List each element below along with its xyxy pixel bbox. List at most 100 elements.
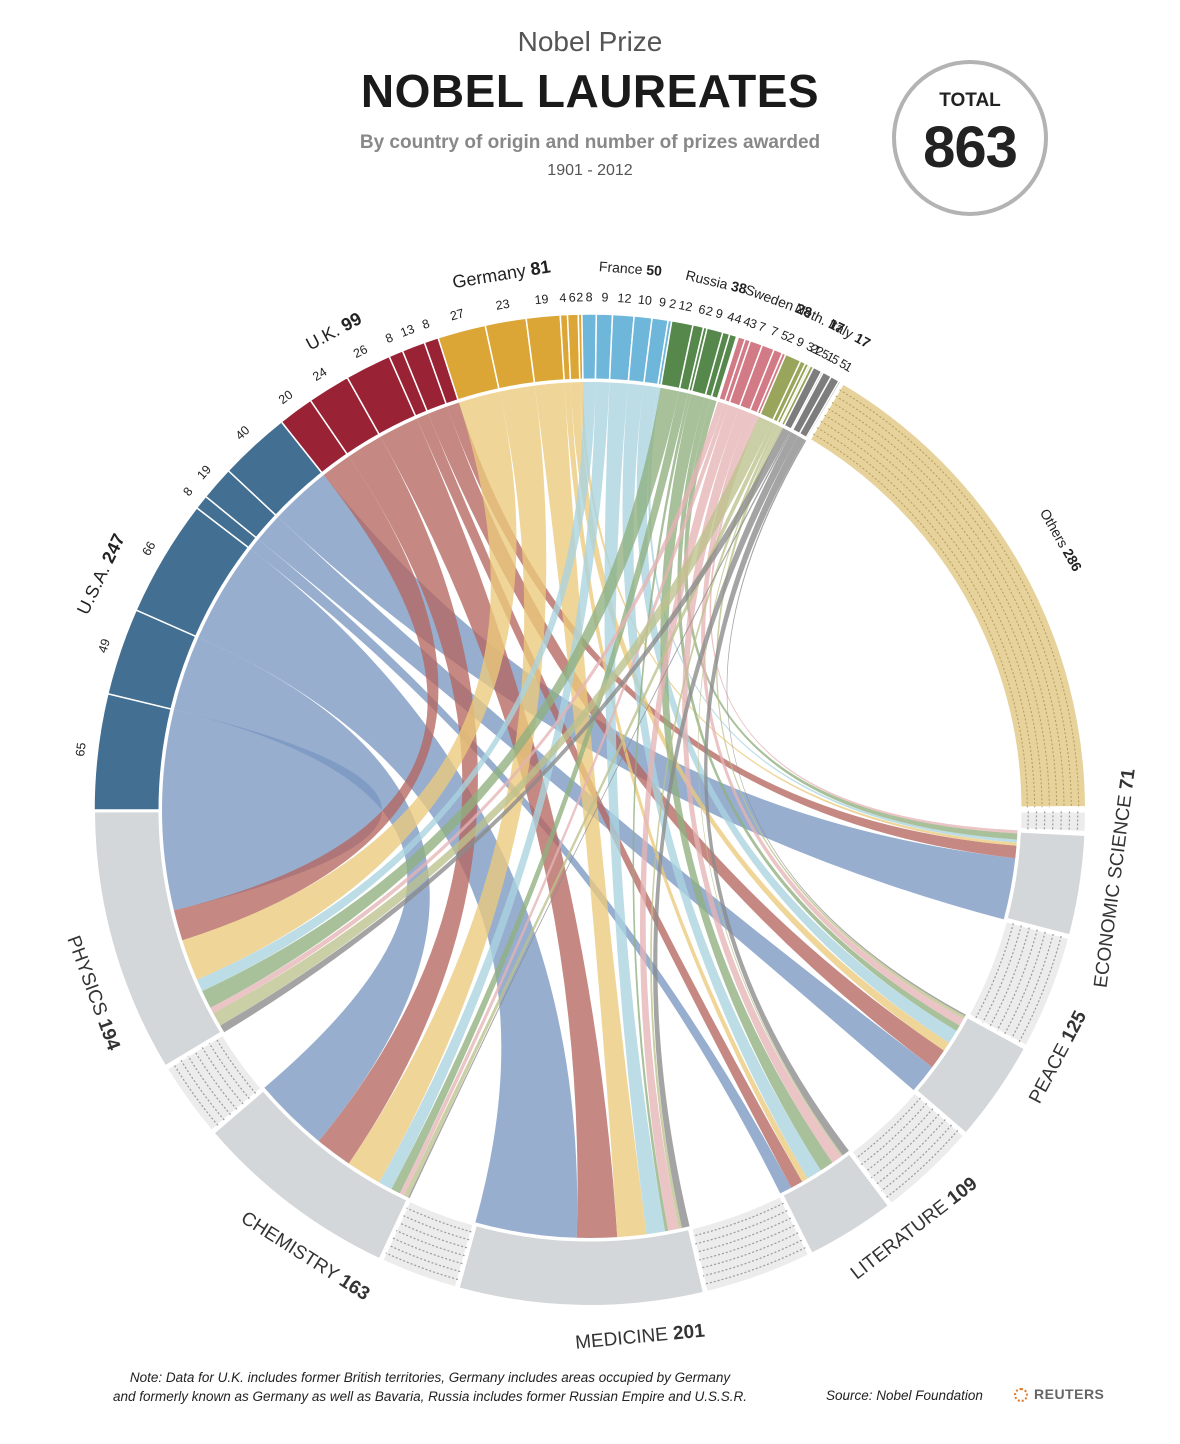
country-value-label: 9 <box>601 290 608 304</box>
hatch-line <box>1011 933 1054 1039</box>
ribbon-u-k--medicine <box>380 418 618 1238</box>
country-value-label: 8 <box>420 317 431 333</box>
country-value-label: 40 <box>233 423 253 443</box>
country-label-others: Others 286 <box>1037 506 1085 574</box>
country-total: 17 <box>826 315 847 336</box>
hatch-line <box>880 1124 953 1192</box>
hatch-line <box>194 1051 238 1110</box>
hatch-line <box>215 1038 257 1094</box>
country-label-italy: Italy 17 <box>826 315 873 351</box>
country-value-label: 7 <box>769 324 781 340</box>
reuters-logo-text: REUTERS <box>1034 1386 1105 1402</box>
hatch-line <box>693 1202 784 1237</box>
hatch-line <box>697 1217 792 1253</box>
country-value-label: 9 <box>658 295 667 310</box>
others-hatch-line <box>820 420 1043 808</box>
hatch-line <box>702 1239 803 1277</box>
inner-ring <box>158 378 1022 1242</box>
total-badge: TOTAL 863 <box>892 60 1048 216</box>
chart-title: NOBEL LAUREATES <box>360 65 820 117</box>
country-value-label: 2 <box>576 290 583 304</box>
ribbon-germany-physics <box>182 391 517 980</box>
country-total: 50 <box>646 261 663 278</box>
ribbon-sweden-economic-science <box>709 415 1018 834</box>
year-range: 1901 - 2012 <box>547 162 633 179</box>
country-value-label: 23 <box>495 297 511 313</box>
hatch-line <box>870 1113 940 1179</box>
country-name: U.S.A. <box>73 557 116 617</box>
country-value-label: 2 <box>785 330 797 346</box>
country-value-label: 12 <box>677 298 693 314</box>
country-name: Russia <box>684 267 733 293</box>
country-value-label: 4 <box>726 309 737 324</box>
hatch-line <box>695 1210 788 1245</box>
prize-name: MEDICINE <box>574 1324 674 1354</box>
hatch-line <box>996 929 1038 1031</box>
prize-label-economic-science: ECONOMIC SCIENCE 71 <box>1090 767 1139 989</box>
ribbon-u-k--literature <box>416 413 803 1188</box>
country-value-label: 6 <box>697 302 707 317</box>
footnote: Note: Data for U.K. includes former Brit… <box>60 1368 800 1406</box>
country-value-label: 8 <box>383 330 395 346</box>
hatch-line <box>865 1108 934 1172</box>
hatch-line <box>402 1214 470 1241</box>
ribbon-u-s-a--chemistry <box>173 637 430 1142</box>
country-total: 17 <box>852 329 874 351</box>
hatch-line <box>982 925 1022 1023</box>
country-value-label: 2 <box>704 304 714 319</box>
country-value-label: 26 <box>351 342 370 361</box>
country-value-label: 66 <box>139 539 158 558</box>
country-value-label: 13 <box>398 322 416 340</box>
prize-label-medicine: MEDICINE 201 <box>574 1321 706 1354</box>
hatch-line <box>885 1129 959 1198</box>
country-value-label: 3 <box>748 316 759 332</box>
prize-total: 201 <box>672 1321 706 1345</box>
country-value-label: 4 <box>733 311 744 326</box>
arc-layer <box>92 313 1088 1307</box>
country-value-label: 27 <box>449 306 466 323</box>
country-value-label: 6 <box>569 290 576 304</box>
country-value-label: 4 <box>559 291 567 305</box>
country-name: Sweden <box>743 281 800 315</box>
hatch-line <box>392 1237 463 1265</box>
total-value: 863 <box>923 115 1018 180</box>
others-hatch-line <box>824 414 1050 808</box>
hatch-line <box>1018 935 1062 1043</box>
country-label-france: France 50 <box>598 258 662 279</box>
prize-name: PEACE <box>1025 1036 1076 1107</box>
country-label-u-s-a-: U.S.A. 247 <box>73 530 129 617</box>
country-value-label: 19 <box>534 292 549 307</box>
hatch-line <box>875 1119 946 1185</box>
country-value-label: 19 <box>194 462 214 482</box>
country-value-label: 65 <box>73 742 89 758</box>
others-hatch-line <box>827 408 1058 808</box>
hatch-line <box>704 1247 806 1285</box>
prize-total: 194 <box>93 1016 124 1053</box>
country-value-label: 8 <box>586 290 593 304</box>
others-hatch-line <box>816 427 1036 808</box>
country-arc-france-segment[interactable] <box>581 313 598 381</box>
others-hatch-line <box>813 433 1028 808</box>
ribbon-u-s-a--economic-science <box>277 474 1016 920</box>
others-hatch-line <box>831 401 1065 808</box>
others-hatch-line <box>835 395 1072 808</box>
country-name: Others <box>1037 506 1074 554</box>
country-name: Germany <box>451 259 532 292</box>
hatch-line <box>860 1102 928 1166</box>
ribbon-italy-medicine <box>653 432 799 1228</box>
country-value-label: 9 <box>794 335 806 351</box>
hatch-line <box>974 923 1014 1019</box>
hatch-line <box>395 1229 465 1257</box>
footnote-line-1: Note: Data for U.K. includes former Brit… <box>129 1370 731 1385</box>
footnote-line-2: and formerly known as Germany as well as… <box>113 1389 747 1404</box>
hatch-line <box>187 1055 231 1116</box>
country-value-label: 5 <box>779 328 791 344</box>
prize-name: ECONOMIC SCIENCE <box>1090 788 1137 989</box>
ribbon-layer <box>162 382 1018 1238</box>
ribbon-france-peace <box>636 385 957 1043</box>
country-total: 81 <box>529 256 552 279</box>
country-value-label: 7 <box>756 319 767 335</box>
hatch-line <box>173 1064 219 1126</box>
country-value-label: 9 <box>714 306 724 321</box>
country-value-label: 49 <box>95 637 113 655</box>
